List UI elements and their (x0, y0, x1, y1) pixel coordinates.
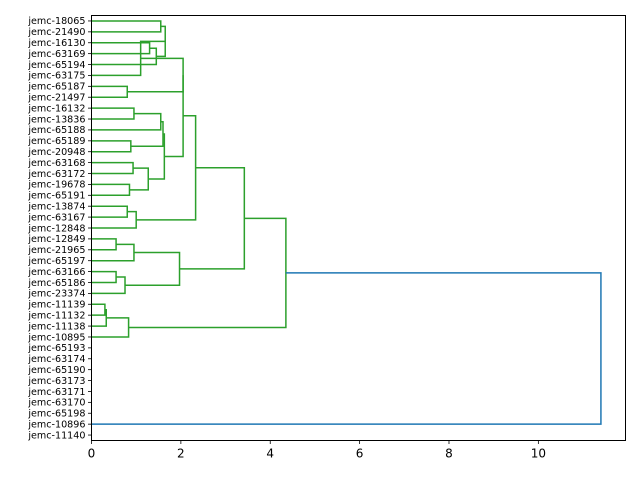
link-n3 (91, 20, 162, 33)
leaf-label: jemc-63175 (27, 71, 85, 82)
x-tick-label: 2 (177, 447, 185, 461)
leaf-label: jemc-63169 (27, 49, 85, 60)
link-n17 (91, 205, 128, 218)
leaf-label: jemc-65198 (27, 409, 85, 420)
leaf-label: jemc-65194 (27, 60, 85, 71)
leaf-label: jemc-63168 (27, 158, 85, 169)
x-axis-ticks: 0 2 4 6 8 10 (88, 440, 546, 461)
link-n1 (91, 41, 151, 55)
leaf-label: jemc-63172 (27, 169, 85, 180)
link-n30 (91, 272, 602, 425)
y-axis-leaf-labels: jemc-18065jemc-21490jemc-16130jemc-63169… (27, 16, 92, 441)
leaf-label: jemc-63166 (27, 267, 85, 278)
link-n20 (91, 238, 117, 251)
leaf-label: jemc-65193 (27, 343, 85, 354)
leaf-label: jemc-21965 (27, 245, 85, 256)
leaf-label: jemc-20948 (27, 147, 85, 158)
leaf-label: jemc-63173 (27, 376, 85, 387)
leaf-label: jemc-65190 (27, 365, 85, 376)
leaf-label: jemc-63171 (27, 387, 85, 398)
x-tick-label: 0 (88, 447, 96, 461)
leaf-label: jemc-11139 (27, 300, 85, 311)
leaf-label: jemc-10896 (27, 419, 85, 430)
link-n23 (91, 276, 126, 295)
plot-frame (91, 15, 626, 441)
leaf-label: jemc-16132 (27, 103, 85, 114)
leaf-label: jemc-10895 (27, 332, 85, 343)
x-tick-label: 8 (445, 447, 453, 461)
leaf-label: jemc-63167 (27, 212, 85, 223)
leaf-label: jemc-21490 (27, 27, 85, 38)
link-n14 (129, 167, 150, 191)
leaf-label: jemc-13874 (27, 202, 85, 213)
leaf-label: jemc-63174 (27, 354, 85, 365)
x-tick-label: 10 (531, 447, 546, 461)
leaf-label: jemc-11140 (27, 430, 85, 441)
leaf-label: jemc-21497 (27, 93, 85, 104)
leaf-label: jemc-16130 (27, 38, 85, 49)
link-n28 (91, 317, 130, 338)
link-n22 (91, 270, 117, 284)
link-n6 (91, 85, 128, 98)
leaf-label: jemc-13836 (27, 114, 85, 125)
leaf-label: jemc-18065 (27, 16, 85, 27)
leaf-label: jemc-65197 (27, 256, 85, 267)
link-n10 (91, 140, 132, 153)
link-n25 (179, 167, 246, 270)
link-n9 (91, 112, 162, 131)
leaf-label: jemc-19678 (27, 180, 85, 191)
link-n8 (91, 107, 135, 120)
leaf-label: jemc-23374 (27, 289, 85, 300)
leaf-label: jemc-11132 (27, 310, 85, 321)
link-n16 (164, 75, 184, 158)
leaf-label: jemc-11138 (27, 321, 85, 332)
link-n27 (91, 308, 107, 327)
leaf-label: jemc-65191 (27, 191, 85, 202)
link-n18 (91, 210, 137, 229)
leaf-label: jemc-65189 (27, 136, 85, 147)
link-n29 (128, 217, 287, 329)
link-n13 (91, 183, 131, 197)
x-tick-label: 4 (266, 447, 274, 461)
link-n26 (91, 303, 106, 316)
leaf-label: jemc-12848 (27, 223, 85, 234)
x-tick-label: 6 (356, 447, 364, 461)
link-n15 (148, 133, 166, 180)
link-n12 (91, 161, 134, 175)
link-n24 (125, 251, 181, 286)
link-n11 (130, 121, 164, 148)
leaf-label: jemc-63170 (27, 398, 85, 409)
leaf-label: jemc-65187 (27, 82, 85, 93)
link-n21 (91, 243, 135, 262)
leaf-label: jemc-12849 (27, 234, 85, 245)
leaf-label: jemc-65186 (27, 278, 85, 289)
dendrogram-links (91, 20, 602, 425)
leaf-label: jemc-65188 (27, 125, 85, 136)
link-n2 (91, 47, 158, 66)
